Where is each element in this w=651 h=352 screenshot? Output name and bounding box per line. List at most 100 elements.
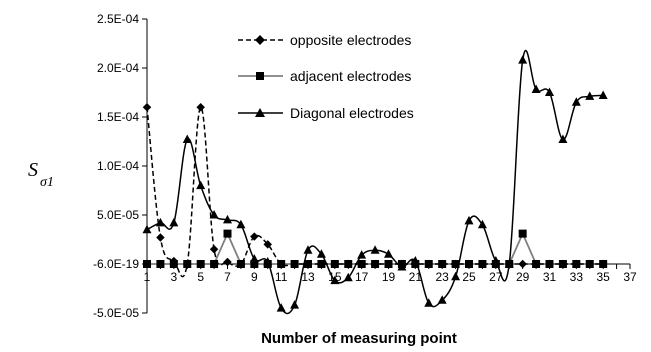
data-point-1-8 [250,260,259,268]
legend: opposite electrodes adjacent electrodes … [238,32,414,121]
x-tick-label: 31 [543,270,557,284]
data-point-2-21 [424,298,434,307]
data-point-2-3 [182,134,192,144]
x-tick-label: 7 [224,270,231,284]
x-tick-label: 17 [355,270,369,284]
data-point-2-22 [437,295,447,304]
data-point-0-4 [196,102,205,112]
data-point-2-33 [585,91,595,100]
data-point-2-11 [290,300,300,309]
data-point-0-17 [370,259,380,269]
legend-marker-diagonal-icon [255,108,265,117]
data-point-0-29 [531,259,541,269]
legend-marker-adjacent-icon [256,72,264,80]
x-tick-label: 25 [462,270,476,284]
data-point-2-6 [223,214,232,224]
data-point-0-32 [572,259,581,269]
y-axis-label-subscript: σ1 [40,175,54,190]
data-point-2-8 [249,254,259,263]
legend-label-adjacent: adjacent electrodes [290,68,411,84]
data-point-1-1 [156,260,165,268]
data-point-1-4 [196,260,205,268]
data-point-0-1 [156,233,165,242]
legend-label-opposite: opposite electrodes [290,32,411,48]
y-tick-label: 1.0E-04 [97,159,139,173]
data-point-2-32 [571,97,581,106]
data-point-1-6 [223,229,232,238]
data-point-2-25 [477,219,487,229]
y-tick-label: 2.5E-04 [97,12,139,26]
data-point-0-10 [276,259,286,269]
x-tick-label: 33 [570,270,584,284]
data-point-0-0 [142,102,152,112]
x-tick-label: 35 [596,270,610,284]
data-point-2-13 [316,249,326,258]
y-tick-label: -5.0E-05 [93,306,139,320]
data-point-0-7 [236,259,246,269]
data-point-0-24 [464,259,474,269]
data-point-2-29 [531,84,541,94]
data-point-0-13 [317,259,326,269]
data-point-1-28 [518,229,527,238]
y-tick-label: 5.0E-05 [97,208,139,222]
data-point-2-0 [142,224,152,234]
series-line-2 [146,49,604,315]
x-tick-label: 21 [409,270,423,284]
data-point-0-6 [223,257,232,267]
x-tick-label: 13 [301,270,315,284]
data-point-2-17 [370,245,380,254]
x-tick-label: 27 [489,270,503,284]
data-point-0-15 [344,259,353,269]
data-point-0-2 [169,256,179,266]
y-tick-label: 2.0E-04 [97,61,139,75]
data-point-2-20 [410,256,420,265]
x-tick-label: 3 [170,270,177,284]
data-point-2-24 [464,215,474,225]
y-axis-label: S [28,159,38,181]
data-point-2-4 [196,180,206,190]
data-point-2-12 [303,245,313,254]
data-point-2-34 [598,90,608,99]
data-point-2-5 [209,210,219,219]
x-tick-label: 19 [382,270,396,284]
x-axis-label: Number of measuring point [261,330,457,347]
data-point-2-18 [384,249,393,258]
data-point-2-15 [343,272,353,282]
legend-marker-opposite-icon [255,35,265,45]
x-tick-label: 29 [516,270,530,284]
data-point-0-22 [437,259,447,269]
data-point-2-26 [491,256,501,265]
x-tick-label: 11 [275,270,288,284]
data-point-2-19 [397,261,407,271]
series-2 [142,49,608,315]
data-point-2-23 [451,271,461,281]
data-point-0-16 [357,259,366,269]
y-tick-label: 1.5E-04 [97,110,139,124]
series-layer [142,49,608,315]
x-tick-label: 23 [435,270,449,284]
data-point-2-28 [518,55,528,64]
data-point-2-14 [330,275,340,285]
data-point-0-33 [585,259,594,269]
series-0 [142,102,608,278]
data-point-0-9 [263,240,272,249]
x-tick-label: 37 [623,270,637,284]
data-point-1-0 [143,260,151,268]
data-point-0-14 [330,259,340,269]
data-point-1-5 [210,260,219,268]
legend-label-diagonal: Diagonal electrodes [290,105,414,121]
data-point-2-1 [155,217,165,227]
data-point-2-16 [357,250,367,259]
data-point-0-25 [478,259,487,269]
axes: 2.5E-04 2.0E-04 1.5E-04 1.0E-04 5.0E-05 -6.0E… [93,12,637,320]
data-point-0-11 [290,259,299,269]
data-point-0-5 [209,245,219,254]
x-tick-label: 5 [197,270,204,284]
data-point-2-9 [263,257,273,266]
data-point-2-31 [558,134,568,144]
y-axis-title: S σ1 [28,159,54,190]
data-point-0-30 [545,259,554,269]
x-tick-label: 1 [144,270,151,284]
data-point-0-31 [558,259,568,269]
x-tick-label: 9 [251,270,258,284]
